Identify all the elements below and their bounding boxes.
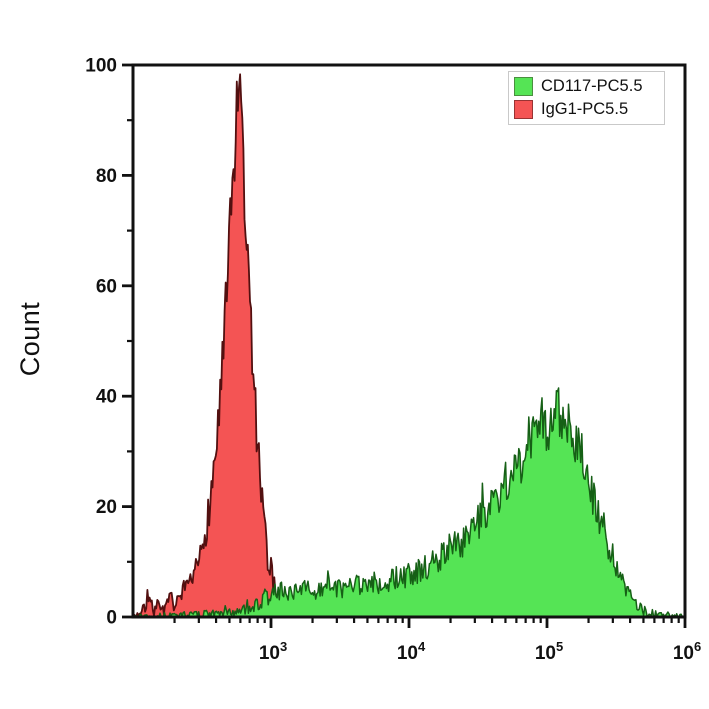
igg1-color-swatch <box>514 100 533 119</box>
y-axis-label: Count <box>15 301 45 377</box>
axis-ticks <box>122 63 687 628</box>
y-tick-label: 40 <box>96 387 117 408</box>
legend-entry-igg1: IgG1-PC5.5 <box>514 98 658 121</box>
legend-label-igg1: IgG1-PC5.5 <box>541 100 629 118</box>
cd117-color-swatch <box>514 77 533 96</box>
y-tick-label: 100 <box>85 56 117 77</box>
legend-label-cd117: CD117-PC5.5 <box>541 77 643 95</box>
cd117-histogram <box>135 387 686 618</box>
x-tick-label: 106 <box>673 639 701 664</box>
igg1-histogram <box>132 73 328 618</box>
legend: CD117-PC5.5 IgG1-PC5.5 <box>508 71 665 125</box>
x-tick-label: 103 <box>259 639 287 664</box>
x-tick-label: 104 <box>397 639 426 664</box>
axis-tick-labels: 0 20 40 60 80 100 103 104 105 106 <box>85 56 701 665</box>
x-tick-label: 105 <box>535 639 563 664</box>
y-tick-label: 20 <box>96 497 117 518</box>
y-tick-label: 60 <box>96 276 117 297</box>
legend-entry-cd117: CD117-PC5.5 <box>514 75 658 98</box>
y-tick-label: 0 <box>106 608 117 629</box>
y-tick-label: 80 <box>96 166 117 187</box>
